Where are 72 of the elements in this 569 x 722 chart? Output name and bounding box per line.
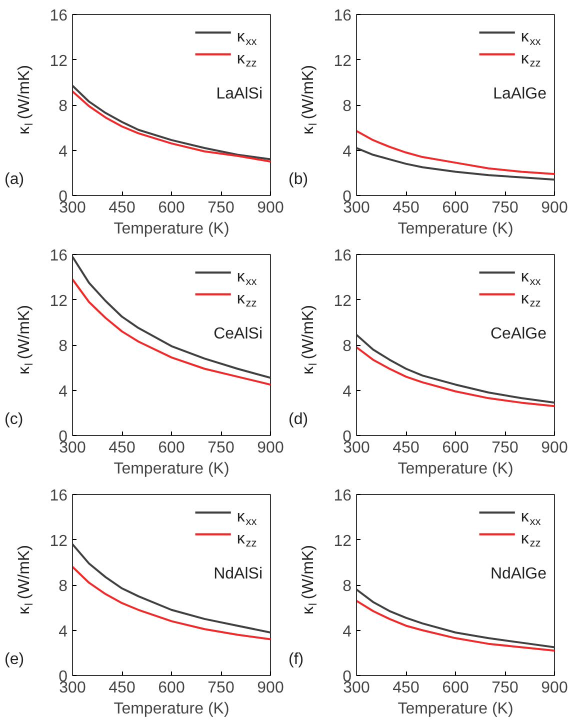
y-tick-label: 8 — [342, 338, 352, 355]
y-axis-title: κl (W/mK) — [300, 545, 320, 614]
y-tick-label: 12 — [50, 532, 68, 550]
annotation: LaAlGe — [493, 86, 547, 103]
x-tick-label: 750 — [208, 440, 234, 456]
x-axis-title: Temperature (K) — [114, 460, 230, 478]
annotation: CeAlGe — [490, 326, 547, 343]
annotation: LaAlSi — [216, 86, 262, 103]
y-tick-label: 16 — [50, 488, 68, 504]
y-tick-label: 16 — [334, 488, 352, 504]
y-tick-label: 16 — [334, 248, 352, 264]
y-tick-label: 16 — [50, 248, 68, 264]
text: (f) — [288, 651, 304, 668]
x-axis-title: Temperature (K) — [398, 460, 514, 478]
y-tick-label: 8 — [342, 98, 352, 115]
annotation: NdAlSi — [214, 566, 262, 583]
x-tick-label: 600 — [442, 680, 469, 696]
x-axis-title: Temperature (K) — [398, 220, 514, 238]
text: (e) — [4, 651, 24, 668]
y-axis-title: κl (W/mK) — [300, 305, 320, 374]
x-tick-label: 450 — [392, 440, 420, 456]
x-tick-label: 600 — [442, 200, 469, 216]
y-tick-label: 8 — [58, 578, 68, 595]
text: (c) — [4, 411, 24, 428]
y-tick-label: 4 — [342, 143, 352, 160]
y-tick-label: 4 — [342, 383, 352, 400]
text: (b) — [288, 171, 308, 188]
y-tick-label: 12 — [334, 52, 352, 70]
x-tick-label: 750 — [492, 440, 518, 456]
y-tick-label: 12 — [334, 532, 352, 550]
x-tick-label: 900 — [257, 200, 284, 216]
x-tick-label: 450 — [108, 200, 136, 216]
y-tick-label: 4 — [58, 383, 68, 400]
y-tick-label: 12 — [50, 292, 68, 310]
x-tick-label: 900 — [541, 680, 568, 696]
x-tick-label: 900 — [541, 200, 568, 216]
x-axis-title: Temperature (K) — [114, 700, 230, 718]
x-tick-label: 600 — [158, 200, 185, 216]
annotation: NdAlGe — [490, 566, 547, 583]
y-tick-label: 8 — [342, 578, 352, 595]
x-tick-label: 750 — [492, 200, 518, 216]
x-tick-label: 450 — [392, 200, 420, 216]
x-tick-label: 600 — [158, 440, 185, 456]
text: (d) — [288, 411, 308, 428]
y-tick-label: 8 — [58, 98, 68, 115]
x-axis-title: Temperature (K) — [398, 700, 514, 718]
x-tick-label: 450 — [108, 440, 136, 456]
x-tick-label: 900 — [541, 440, 568, 456]
x-tick-label: 450 — [392, 680, 420, 696]
y-tick-label: 4 — [342, 623, 352, 640]
y-tick-label: 4 — [58, 623, 68, 640]
y-tick-label: 16 — [334, 8, 352, 24]
x-axis-title: Temperature (K) — [114, 220, 230, 238]
y-axis-title: κl (W/mK) — [16, 305, 36, 374]
y-tick-label: 8 — [58, 338, 68, 355]
x-tick-label: 750 — [492, 680, 518, 696]
x-tick-label: 450 — [108, 680, 136, 696]
y-tick-label: 4 — [58, 143, 68, 160]
annotation: CeAlSi — [214, 326, 262, 343]
y-tick-label: 16 — [50, 8, 68, 24]
x-tick-label: 600 — [442, 440, 469, 456]
y-axis-title: κl (W/mK) — [16, 545, 36, 614]
x-tick-label: 750 — [208, 680, 234, 696]
y-axis-title: κl (W/mK) — [300, 65, 320, 134]
y-axis-title: κl (W/mK) — [16, 65, 36, 134]
y-tick-label: 12 — [334, 292, 352, 310]
x-tick-label: 900 — [257, 440, 284, 456]
x-tick-label: 900 — [257, 680, 284, 696]
text: (a) — [4, 171, 24, 188]
y-tick-label: 12 — [50, 52, 68, 70]
x-tick-label: 600 — [158, 680, 185, 696]
x-tick-label: 750 — [208, 200, 234, 216]
